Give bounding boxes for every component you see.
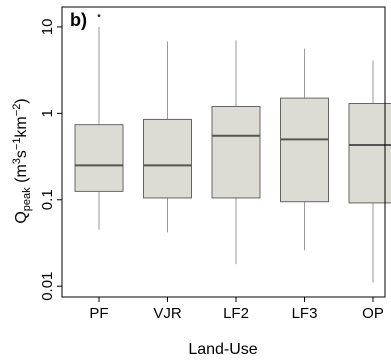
plot-marks bbox=[74, 14, 391, 283]
y-tick-label-3: 10 bbox=[39, 19, 56, 36]
y-axis-title: Qpeak (m3s−1km−2) bbox=[11, 98, 33, 223]
x-tick-label-lf2: LF2 bbox=[223, 305, 249, 322]
x-tick-label-pf: PF bbox=[89, 305, 108, 322]
box-iqr bbox=[74, 124, 124, 192]
x-tick-label-op: OP bbox=[362, 305, 384, 322]
y-tick-label-1: 0.1 bbox=[39, 189, 56, 210]
plot-frame bbox=[61, 6, 386, 298]
x-axis: PF VJR LF2 LF3 OP bbox=[89, 297, 384, 322]
panel-label: b) bbox=[70, 10, 87, 30]
box-lf2 bbox=[211, 40, 261, 265]
box-iqr bbox=[348, 102, 391, 204]
outlier-point-0 bbox=[97, 14, 101, 18]
box-pf bbox=[74, 14, 124, 230]
y-tick-label-2: 1 bbox=[39, 109, 56, 117]
box-iqr bbox=[280, 97, 329, 203]
x-tick-label-lf3: LF3 bbox=[292, 305, 318, 322]
box-vjr bbox=[143, 41, 192, 233]
box-iqr bbox=[143, 118, 192, 199]
box-op bbox=[348, 60, 391, 283]
y-axis: 0.01 0.1 1 10 bbox=[39, 19, 62, 301]
x-axis-title: Land-Use bbox=[188, 341, 257, 358]
x-tick-label-vjr: VJR bbox=[153, 305, 182, 322]
box-iqr bbox=[211, 106, 261, 199]
y-tick-label-0: 0.01 bbox=[39, 272, 56, 301]
box-lf3 bbox=[280, 48, 329, 251]
